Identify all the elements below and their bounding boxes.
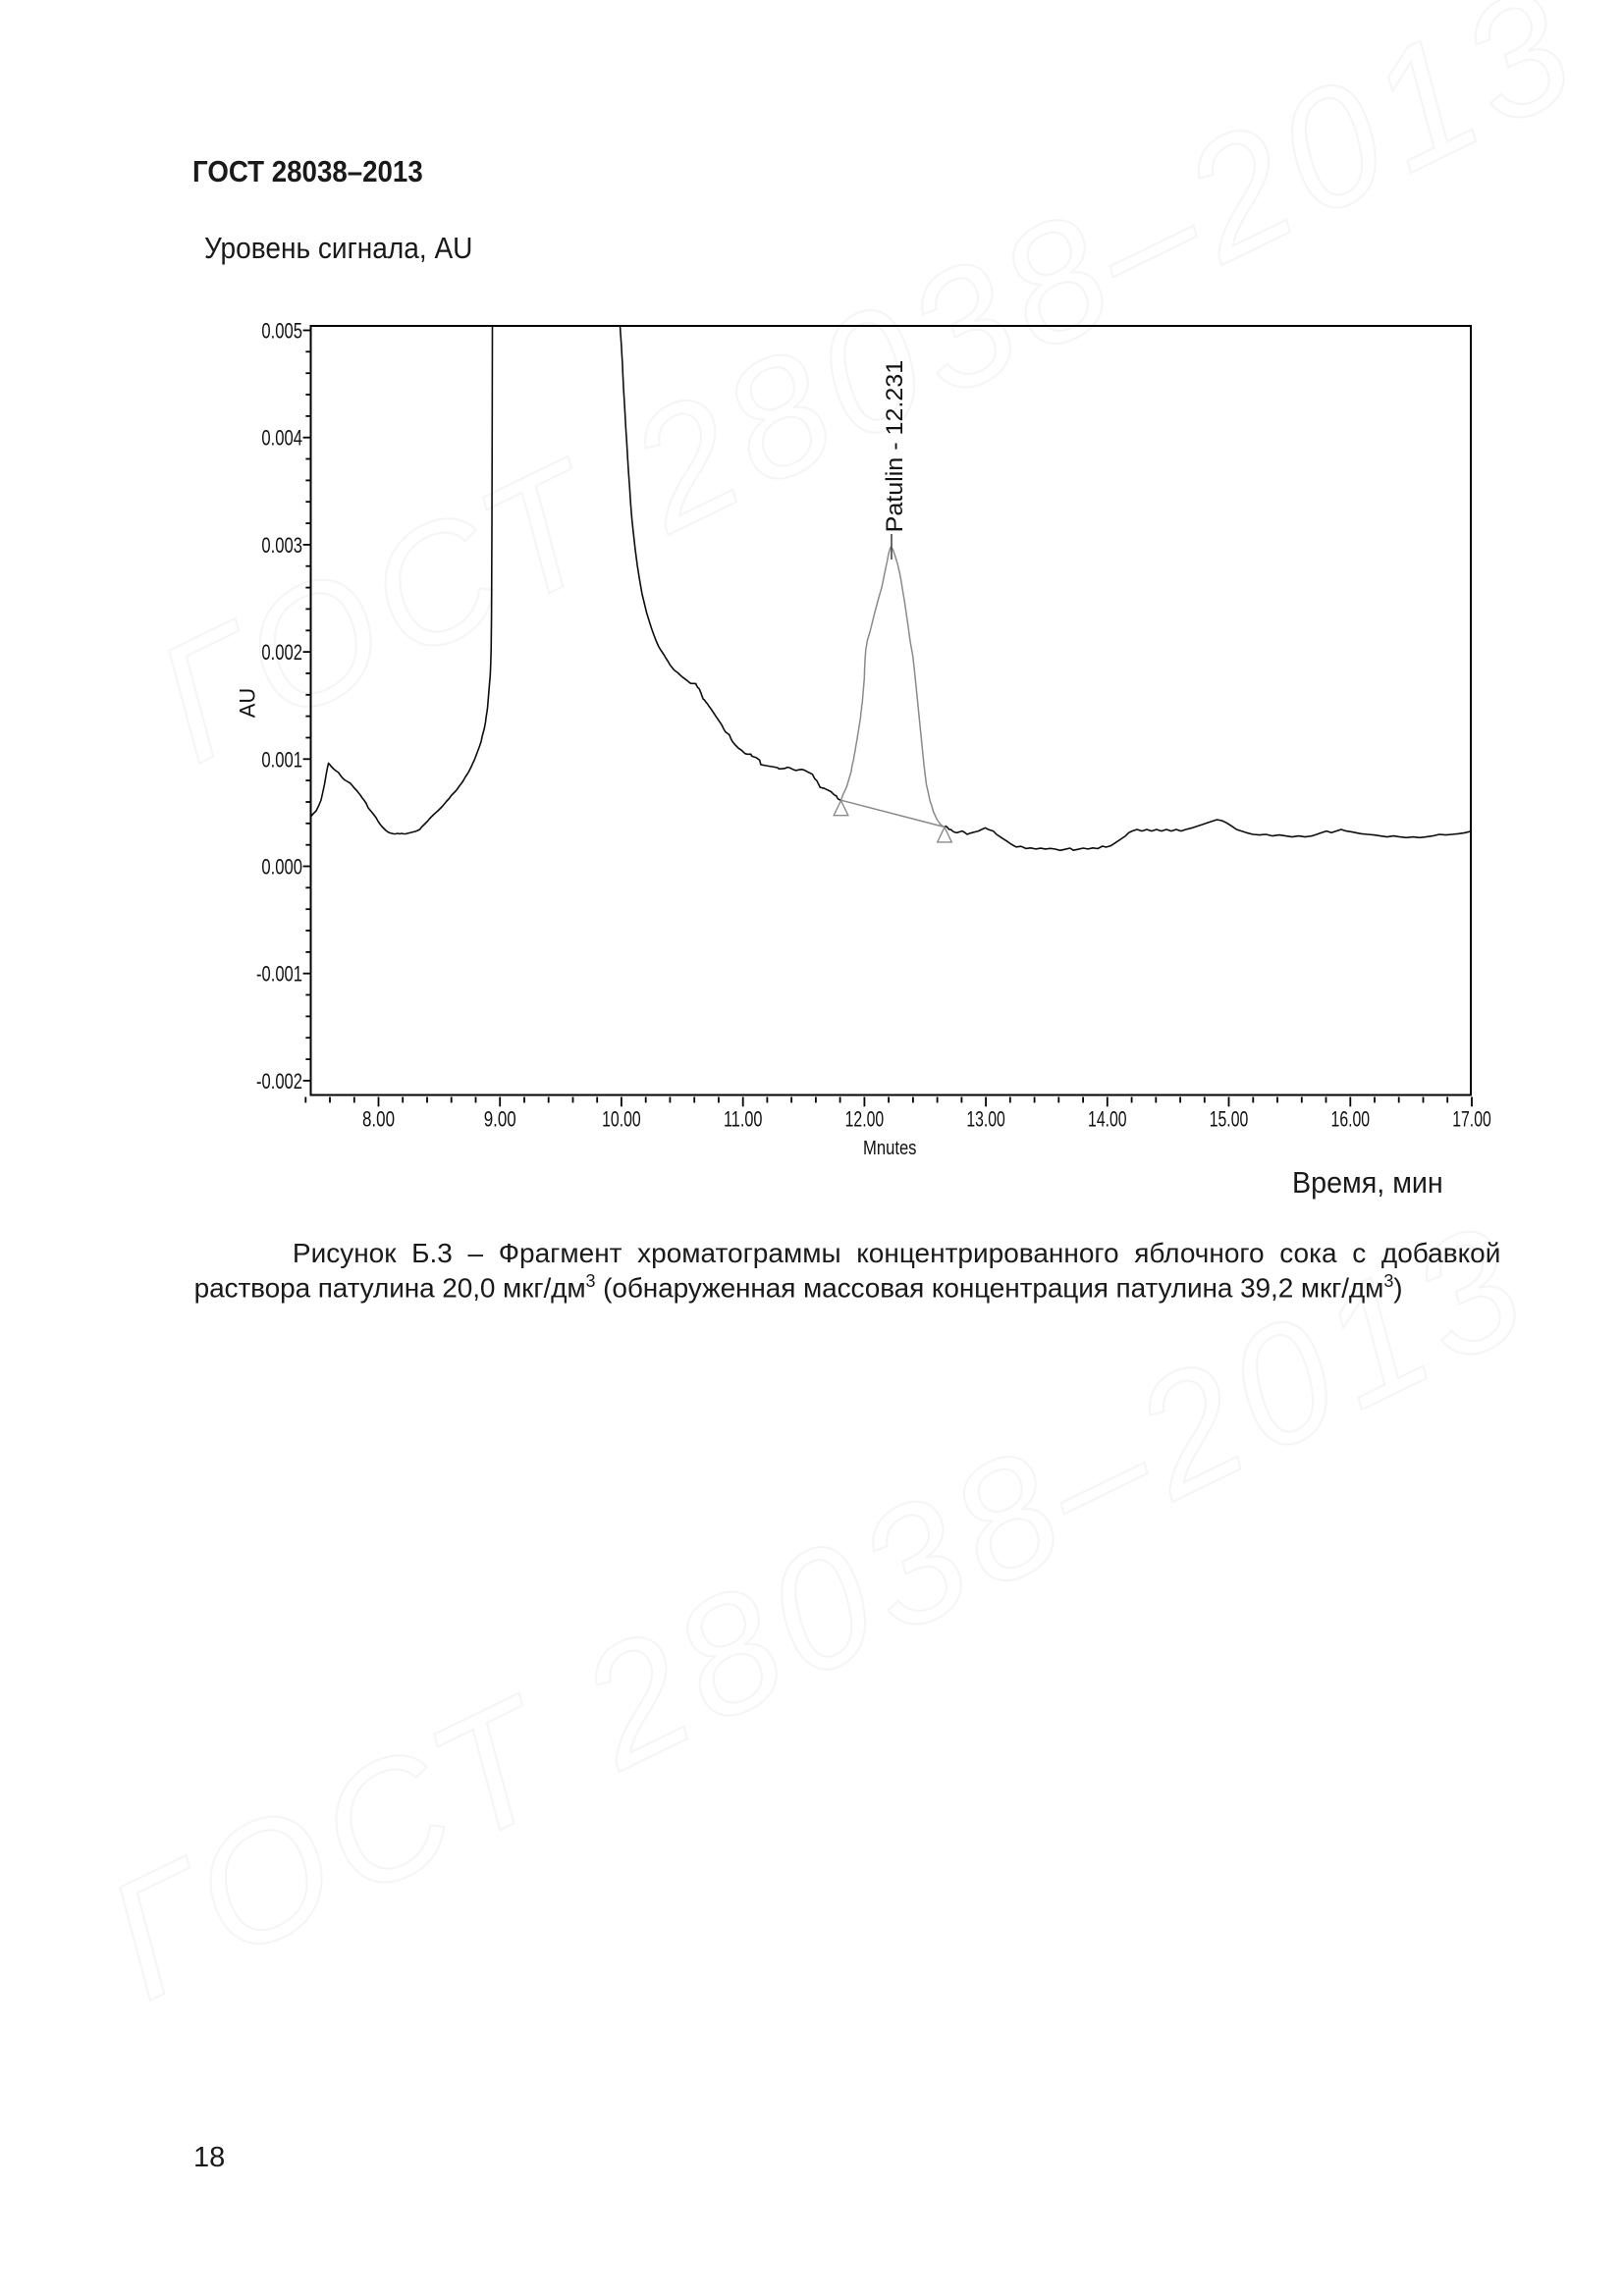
svg-text:0.003: 0.003 [261,533,302,558]
svg-text:0.001: 0.001 [261,747,302,772]
svg-text:0.000: 0.000 [261,855,302,880]
svg-text:-0.002: -0.002 [256,1069,302,1094]
svg-text:AU: AU [236,688,260,719]
svg-text:0.004: 0.004 [261,426,302,451]
svg-text:Mnutes: Mnutes [863,1138,917,1159]
svg-text:11.00: 11.00 [724,1106,763,1131]
svg-text:9.00: 9.00 [484,1106,516,1131]
svg-text:14.00: 14.00 [1088,1106,1127,1131]
svg-text:12.00: 12.00 [845,1106,885,1131]
svg-text:16.00: 16.00 [1331,1106,1371,1131]
svg-text:15.00: 15.00 [1210,1106,1249,1131]
svg-text:Patulin - 12.231: Patulin - 12.231 [882,360,908,533]
svg-text:0.002: 0.002 [261,640,302,665]
svg-text:-0.001: -0.001 [256,962,302,987]
svg-text:8.00: 8.00 [362,1106,395,1131]
svg-text:17.00: 17.00 [1452,1106,1491,1131]
svg-text:10.00: 10.00 [602,1106,641,1131]
svg-text:0.005: 0.005 [261,319,302,344]
svg-text:13.00: 13.00 [966,1106,1005,1131]
